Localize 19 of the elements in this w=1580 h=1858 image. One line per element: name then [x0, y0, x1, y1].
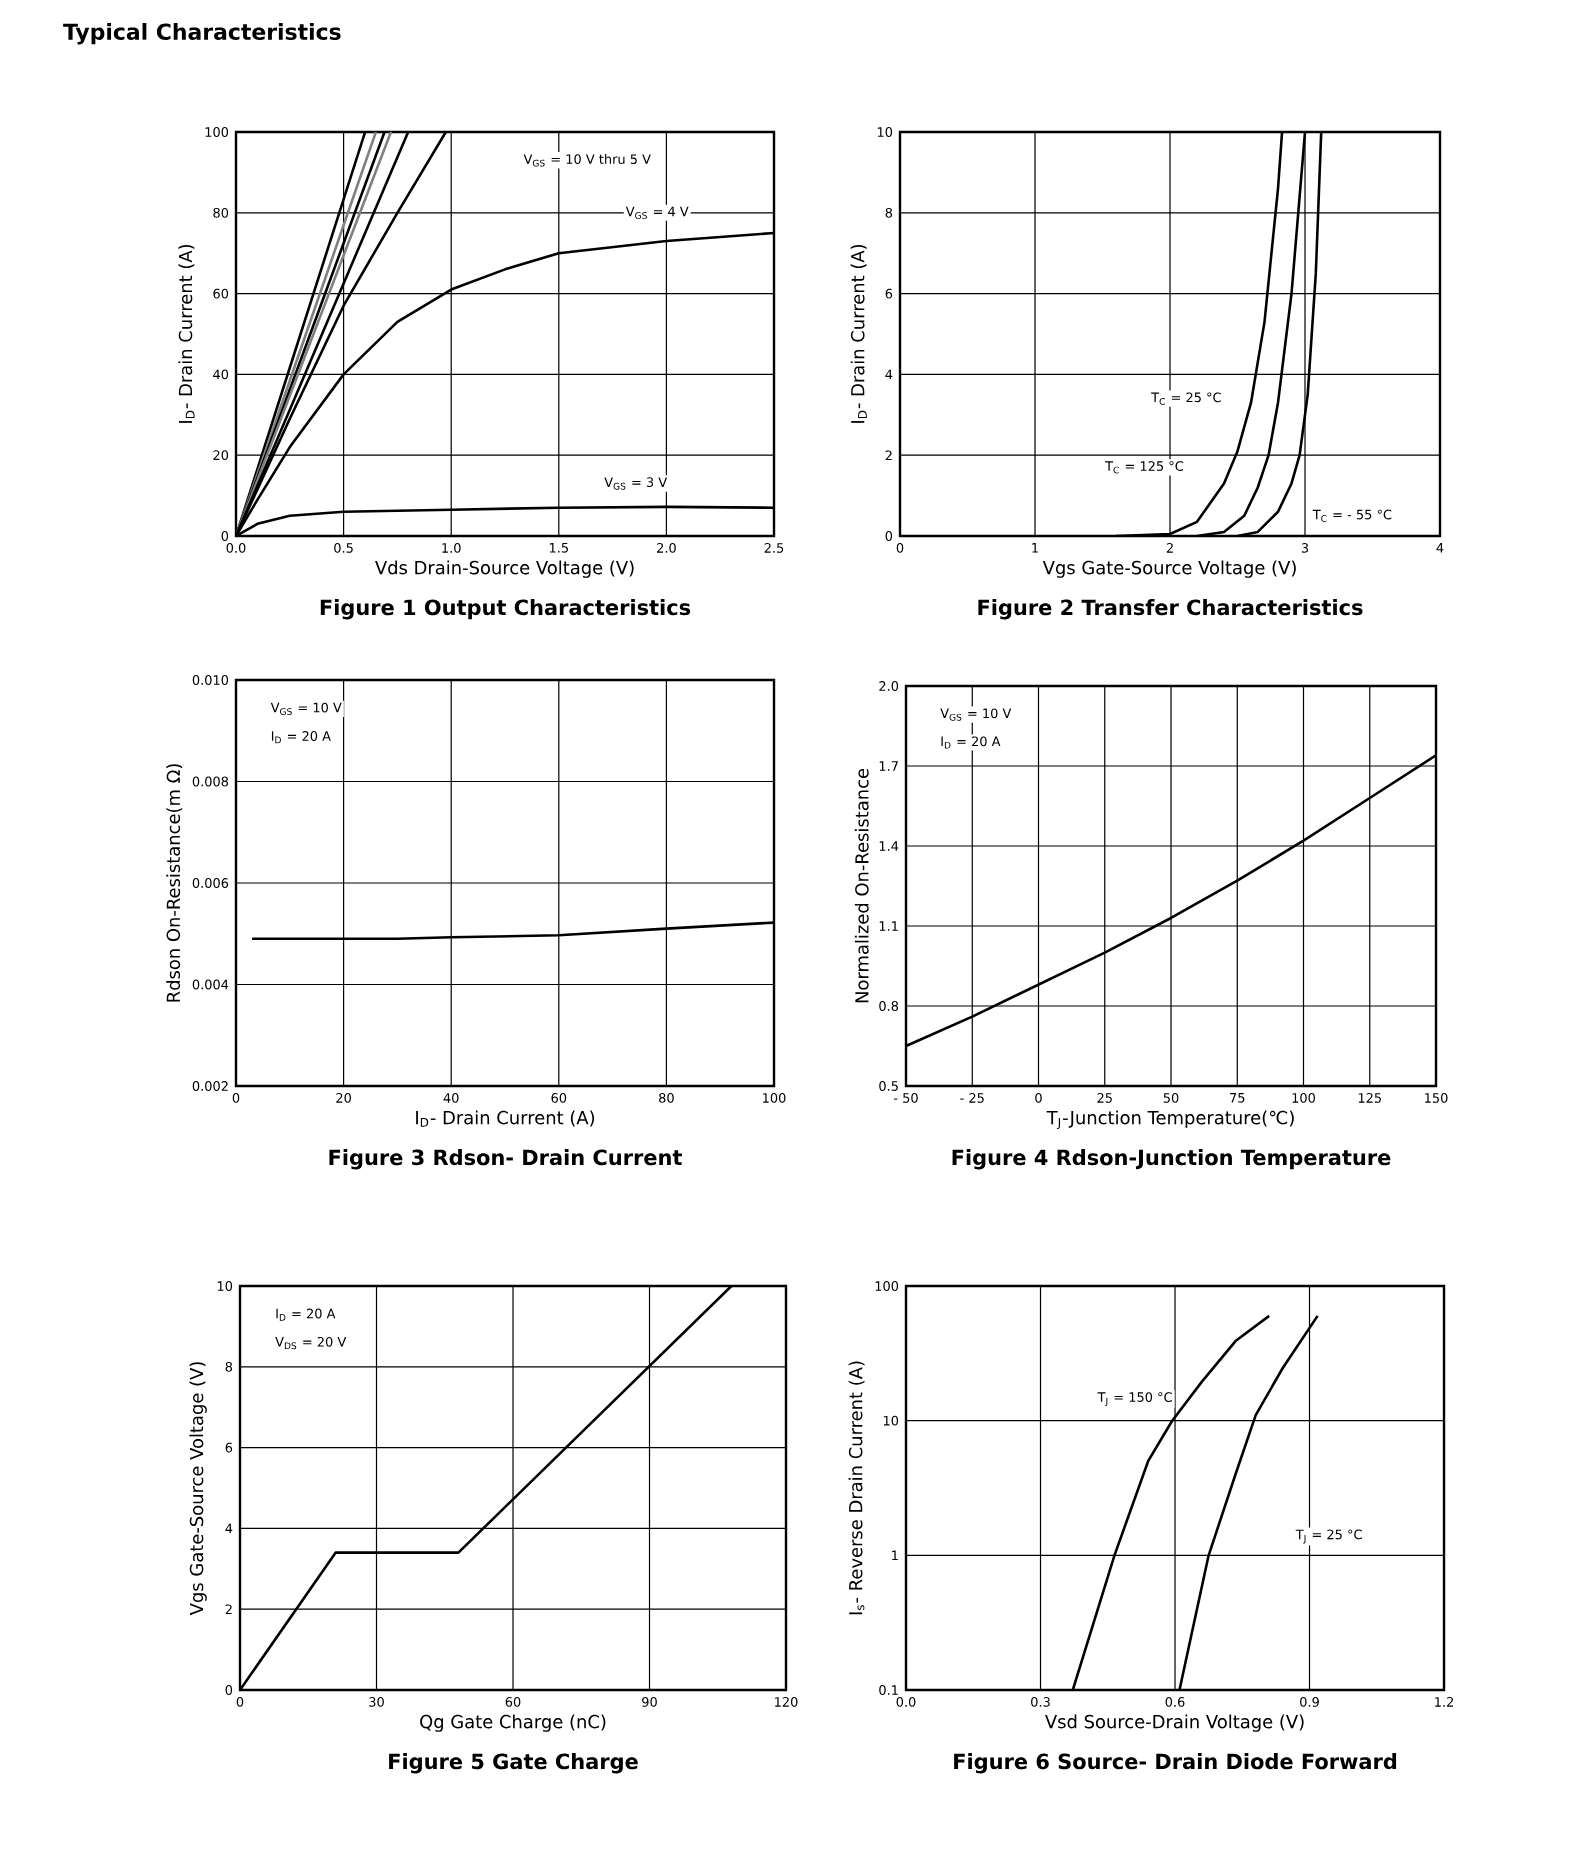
y-axis-title: Rdson On-Resistance(m Ω) — [166, 764, 183, 1002]
text: Typical Characteristics — [63, 23, 341, 45]
text: Figure 1 Output Characteristics — [320, 599, 691, 620]
text: Figure 4 Rdson-Junction Temperature — [952, 1149, 1391, 1170]
x-axis-title: Vds Drain-Source Voltage (V) — [375, 560, 634, 578]
y-axis-title: I$_{D}$- Drain Current (A) — [178, 244, 195, 423]
y-axis-title: I$_{s}$- Reverse Drain Current (A) — [848, 1361, 865, 1615]
text: Figure 5 Gate Charge — [389, 1753, 638, 1774]
y-axis-title: Normalized On-Resistance — [854, 768, 869, 1003]
x-axis-title: Vsd Source-Drain Voltage (V) — [1045, 1714, 1304, 1732]
text: Figure 3 Rdson- Drain Current — [329, 1149, 682, 1170]
x-axis-title: Vgs Gate-Source Voltage (V) — [1042, 560, 1296, 578]
y-axis-title: I$_{D}$- Drain Current (A) — [850, 244, 867, 423]
x-axis-title: I$_{D}$- Drain Current (A) — [416, 1110, 595, 1127]
text: Figure 6 Source- Drain Diode Forward — [954, 1753, 1397, 1774]
x-axis-title: T$_{J}$-Junction Temperature(℃) — [1046, 1110, 1294, 1130]
y-axis-title: Vgs Gate-Source Voltage (V) — [189, 1362, 207, 1616]
x-axis-title: Qg Gate Charge (nC) — [420, 1714, 606, 1732]
text: Figure 2 Transfer Characteristics — [978, 599, 1363, 620]
